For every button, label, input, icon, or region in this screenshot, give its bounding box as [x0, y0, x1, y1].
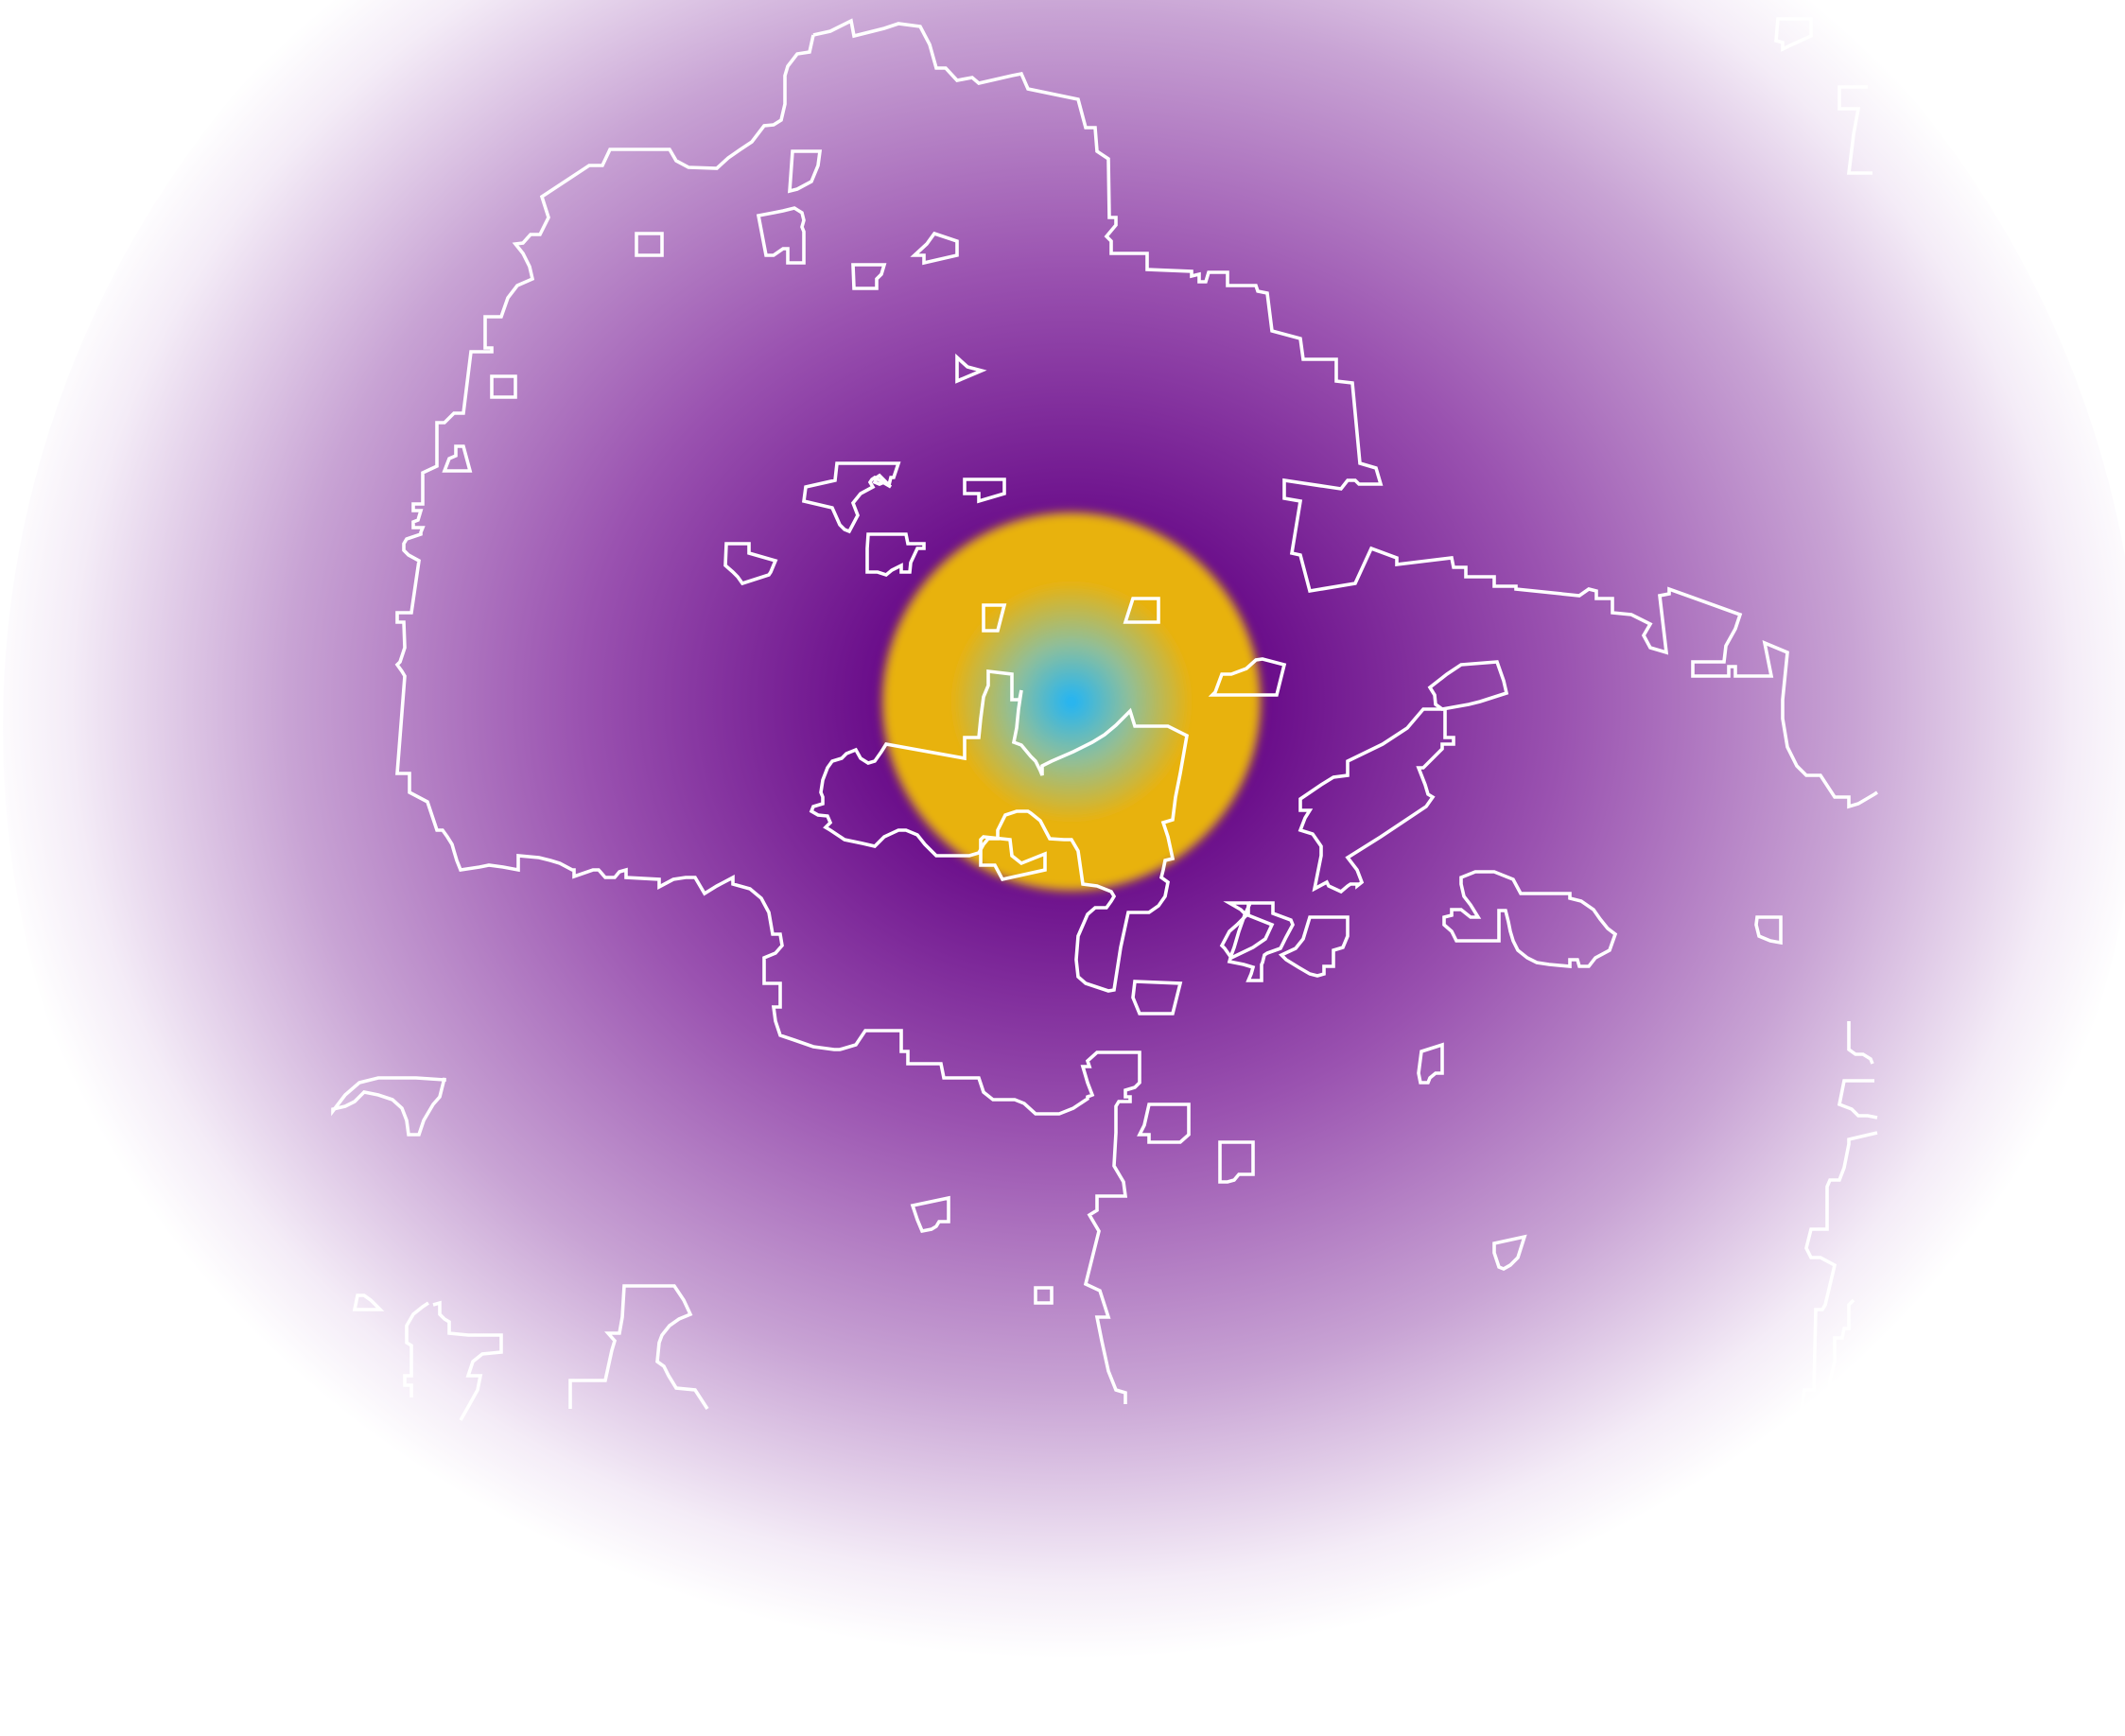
island-k — [865, 532, 926, 578]
island-af — [1774, 17, 1813, 52]
island-f — [490, 374, 517, 399]
island-q — [1298, 707, 1455, 894]
island-aq — [432, 1300, 503, 1421]
west-region — [394, 34, 1141, 1404]
island-ae — [1492, 1234, 1527, 1271]
island-ak — [1819, 1298, 1855, 1439]
island-ah — [1847, 1021, 1874, 1065]
island-c — [635, 232, 664, 257]
island-ag — [1838, 85, 1872, 175]
island-m — [982, 603, 1007, 633]
island-au — [1034, 1286, 1054, 1305]
island-aj — [1795, 1131, 1878, 1438]
region-boundaries — [331, 17, 1878, 1439]
island-b — [788, 149, 823, 194]
island-ar — [403, 1301, 429, 1397]
island-y — [1227, 901, 1295, 982]
island-o — [1208, 657, 1287, 697]
island-j — [963, 477, 1006, 504]
island-r — [979, 835, 1047, 882]
island-ao — [331, 1076, 446, 1137]
island-at — [910, 1195, 950, 1234]
island-i — [801, 461, 901, 534]
island-aw — [1218, 1140, 1255, 1184]
island-as — [568, 1284, 709, 1410]
island-ad — [1417, 1042, 1444, 1085]
island-av — [1137, 1102, 1191, 1144]
island-d — [851, 263, 887, 290]
north-region — [812, 18, 1878, 809]
island-aa — [1131, 980, 1183, 1016]
island-g — [442, 444, 473, 473]
island-a — [756, 206, 806, 265]
core-region — [809, 668, 1190, 993]
island-p — [1427, 660, 1509, 711]
island-z — [1278, 915, 1350, 978]
island-ai — [1837, 1079, 1878, 1120]
island-ap — [352, 1293, 385, 1311]
density-core — [878, 508, 1265, 895]
island-n — [1123, 597, 1160, 624]
island-h — [955, 353, 987, 384]
island-ab — [1442, 870, 1618, 968]
island-l — [723, 542, 778, 586]
island-e — [910, 231, 959, 266]
island-ac — [1754, 915, 1783, 946]
